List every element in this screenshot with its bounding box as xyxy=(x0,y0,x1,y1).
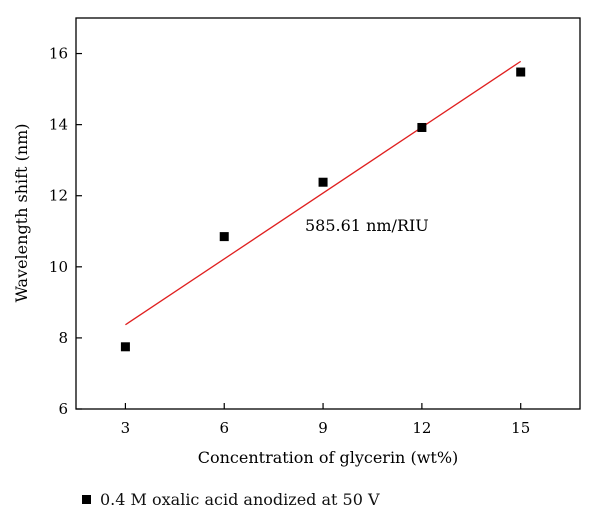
fit-line-group xyxy=(125,60,522,326)
legend-label: 0.4 M oxalic acid anodized at 50 V xyxy=(100,490,380,509)
y-tick-label: 10 xyxy=(49,258,68,276)
legend-marker-square xyxy=(82,495,91,504)
data-point xyxy=(120,342,130,352)
x-tick-label: 9 xyxy=(318,419,328,437)
annotation: 585.61 nm/RIU xyxy=(305,216,429,235)
x-tick-label: 3 xyxy=(121,419,131,437)
y-tick-label: 6 xyxy=(58,400,68,418)
data-points xyxy=(120,67,526,352)
legend: 0.4 M oxalic acid anodized at 50 V xyxy=(82,490,380,509)
data-point xyxy=(318,177,328,187)
y-tick-label: 8 xyxy=(58,329,68,347)
x-tick-label: 6 xyxy=(219,419,229,437)
y-tick-label: 12 xyxy=(49,187,68,205)
fit-line xyxy=(125,60,522,326)
data-point xyxy=(219,232,229,242)
y-axis-label: Wavelength shift (nm) xyxy=(12,123,31,302)
y-tick-label: 16 xyxy=(49,45,68,63)
x-axis-label: Concentration of glycerin (wt%) xyxy=(198,448,459,467)
x-tick-label: 12 xyxy=(412,419,431,437)
data-point xyxy=(417,122,427,132)
x-axis-ticks: 3 6 9 12 15 xyxy=(121,403,530,437)
y-tick-label: 14 xyxy=(49,116,68,134)
x-tick-label: 15 xyxy=(511,419,530,437)
data-point xyxy=(516,67,526,77)
y-axis-ticks: 6 8 10 12 14 16 xyxy=(49,45,82,418)
plot-frame xyxy=(75,17,581,410)
